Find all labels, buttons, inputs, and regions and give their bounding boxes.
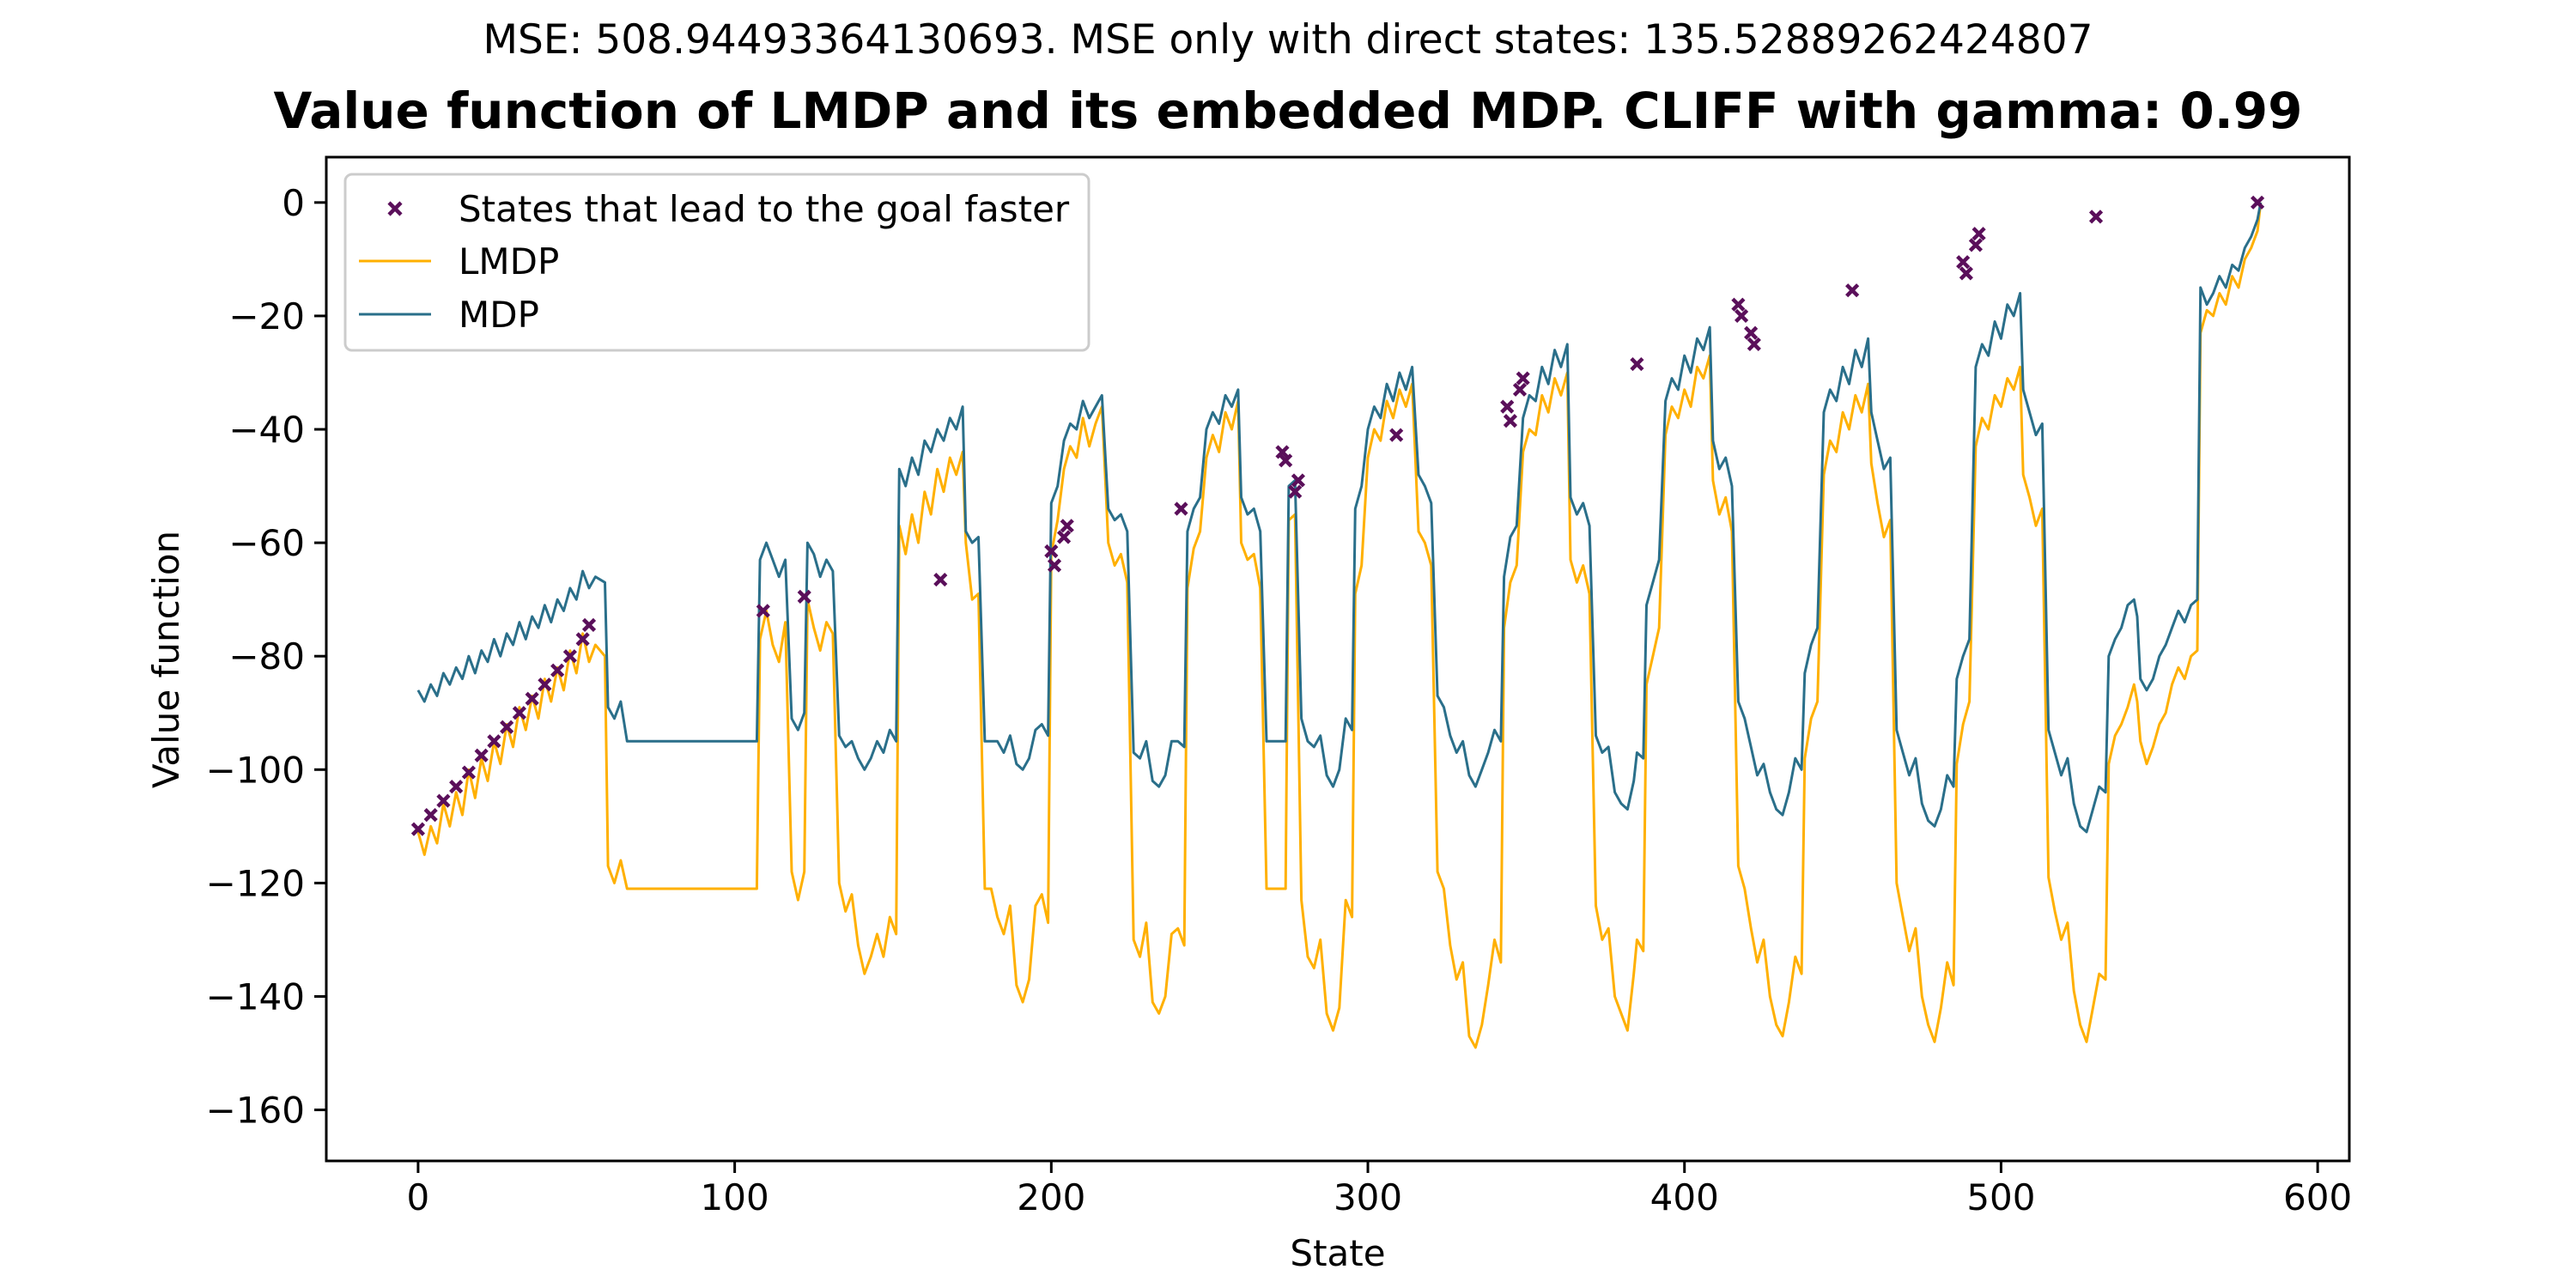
legend-box	[343, 173, 1091, 352]
data-point-marker	[1734, 308, 1749, 324]
y-tick-label: −140	[206, 975, 305, 1018]
data-point-marker	[1275, 445, 1290, 459]
data-point-marker	[474, 748, 489, 762]
data-point-marker	[500, 720, 514, 734]
data-point-marker	[1503, 414, 1518, 428]
chart-title: Value function of LMDP and its embedded …	[274, 82, 2303, 140]
plot-area	[410, 195, 2265, 1049]
series-line-mdp	[416, 202, 2263, 834]
data-point-marker	[1047, 558, 1062, 573]
data-point-marker	[1291, 473, 1306, 488]
marker-series	[410, 195, 2265, 836]
data-point-marker	[1968, 238, 1984, 252]
data-point-marker	[1845, 283, 1860, 298]
legend-label: MDP	[459, 294, 539, 336]
legend-label: States that lead to the goal faster	[459, 188, 1070, 230]
legend-marker-icon	[387, 201, 403, 216]
x-tick-label: 300	[1334, 1176, 1402, 1218]
legend-label: LMDP	[459, 240, 559, 283]
legend: States that lead to the goal faster LMDP M…	[343, 173, 1091, 352]
data-point-marker	[562, 649, 577, 664]
x-tick-label: 200	[1017, 1176, 1085, 1218]
y-tick-label: −60	[228, 522, 305, 564]
data-point-marker	[1744, 325, 1759, 340]
data-point-marker	[1389, 428, 1404, 442]
data-point-marker	[1731, 297, 1746, 312]
data-point-marker	[550, 663, 565, 677]
data-point-marker	[410, 822, 426, 836]
data-point-marker	[575, 632, 590, 647]
data-point-marker	[2250, 195, 2265, 210]
data-point-marker	[1288, 484, 1303, 499]
x-axis-label: State	[1290, 1232, 1385, 1274]
data-point-marker	[1956, 255, 1971, 270]
data-point-marker	[1971, 227, 1986, 241]
y-tick-label: −40	[228, 409, 305, 451]
y-axis: 0 −20 −40 −60 −80 −100 −120 −140 −160	[206, 182, 326, 1132]
data-point-marker	[2088, 210, 2104, 224]
data-point-marker	[1500, 399, 1515, 414]
data-point-marker	[512, 706, 526, 720]
chart-suptitle: MSE: 508.94493364130693. MSE only with d…	[483, 16, 2093, 64]
data-point-marker	[1630, 356, 1644, 372]
y-tick-label: −80	[228, 635, 305, 677]
data-point-marker	[436, 793, 451, 808]
series-line-lmdp	[416, 202, 2263, 1049]
data-point-marker	[1056, 530, 1072, 544]
data-point-marker	[1174, 501, 1188, 516]
data-point-marker	[525, 691, 539, 706]
data-point-marker	[1060, 519, 1074, 533]
data-point-marker	[423, 808, 438, 823]
y-tick-label: −100	[206, 749, 305, 791]
data-point-marker	[449, 780, 464, 794]
data-point-marker	[1516, 371, 1530, 386]
data-point-marker	[1959, 266, 1973, 281]
data-point-marker	[1279, 453, 1293, 468]
data-point-marker	[461, 765, 477, 780]
data-point-marker	[581, 617, 597, 632]
data-point-marker	[538, 677, 552, 692]
x-tick-label: 600	[2283, 1176, 2352, 1218]
x-tick-label: 400	[1650, 1176, 1719, 1218]
y-tick-label: −160	[206, 1090, 305, 1132]
x-tick-label: 100	[701, 1176, 769, 1218]
data-point-marker	[1512, 382, 1528, 397]
x-tick-label: 0	[407, 1176, 430, 1218]
y-tick-label: −120	[206, 862, 305, 904]
data-point-marker	[797, 589, 811, 604]
x-axis: 0 100 200 300 400 500 600	[407, 1161, 2352, 1218]
data-point-marker	[1747, 337, 1761, 352]
x-tick-label: 500	[1966, 1176, 2035, 1218]
data-point-marker	[933, 572, 948, 587]
data-point-marker	[1044, 544, 1059, 559]
y-tick-label: −20	[228, 295, 305, 337]
plot-frame	[325, 155, 2351, 1163]
data-point-marker	[487, 734, 501, 749]
y-tick-label: 0	[282, 182, 305, 224]
y-axis-label: Value function	[145, 531, 187, 788]
data-point-marker	[756, 604, 770, 618]
